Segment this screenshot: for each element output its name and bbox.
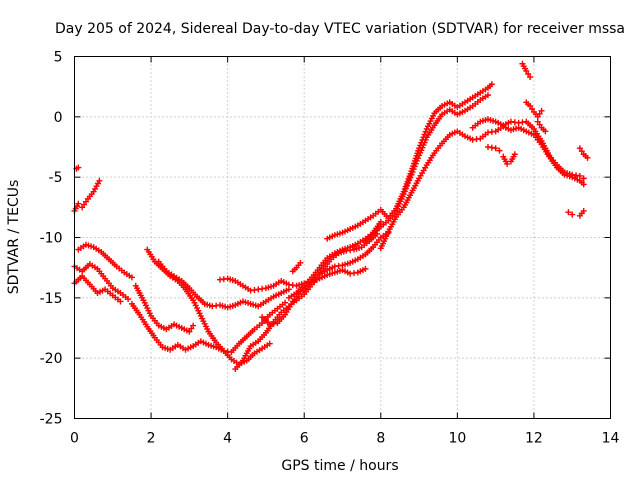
data-point xyxy=(525,70,532,77)
x-tick-label: 2 xyxy=(147,431,156,447)
data-point xyxy=(565,209,572,216)
data-point xyxy=(401,188,408,195)
data-point xyxy=(297,259,304,266)
series-track-22 xyxy=(519,60,534,81)
y-tick-label: -25 xyxy=(40,412,63,428)
series-track-5 xyxy=(75,241,135,281)
plot-frame xyxy=(74,56,611,419)
data-point xyxy=(580,207,587,214)
data-point xyxy=(404,182,411,189)
x-tick-label: 8 xyxy=(376,431,385,447)
series-track-12 xyxy=(232,229,392,373)
data-point xyxy=(422,128,429,135)
data-point xyxy=(523,67,530,74)
series-track-26 xyxy=(565,209,576,218)
series-track-23 xyxy=(523,99,545,120)
data-point xyxy=(536,121,543,128)
series-track-17 xyxy=(362,92,491,245)
data-point xyxy=(488,81,495,88)
series-track-7 xyxy=(132,282,197,335)
x-axis-label: GPS time / hours xyxy=(281,458,398,474)
data-point xyxy=(125,296,132,303)
series-track-6 xyxy=(71,273,124,305)
data-point xyxy=(362,265,369,272)
series-track-14 xyxy=(285,218,384,301)
data-point xyxy=(492,145,499,152)
data-point xyxy=(504,160,511,167)
data-point xyxy=(128,274,135,281)
x-tick-label: 4 xyxy=(223,431,232,447)
y-tick-label: -10 xyxy=(40,231,63,247)
x-tick-label: 6 xyxy=(300,431,309,447)
chart-title: Day 205 of 2024, Sidereal Day-to-day VTE… xyxy=(55,21,625,37)
data-point xyxy=(527,102,534,109)
data-point xyxy=(511,151,518,158)
data-point xyxy=(576,172,583,179)
points-layer xyxy=(71,60,591,373)
data-point xyxy=(402,185,409,192)
series-track-1 xyxy=(71,200,82,214)
data-point xyxy=(536,110,543,117)
data-point xyxy=(117,298,124,305)
series-track-18 xyxy=(377,123,587,252)
data-point xyxy=(484,92,491,99)
data-point xyxy=(282,299,289,306)
data-point xyxy=(406,177,413,184)
x-tick-label: 12 xyxy=(525,431,543,447)
data-point xyxy=(75,164,82,171)
series-track-15 xyxy=(289,259,304,275)
series-track-16 xyxy=(324,81,495,242)
tick-layer: 0 2 4 6 8 10 12 14 -25 -20 -15 -10 -5 0 5 xyxy=(40,50,620,447)
data-point xyxy=(266,340,273,347)
data-point xyxy=(413,157,420,164)
series-track-27 xyxy=(576,207,587,219)
data-point xyxy=(410,166,417,173)
series-track-19 xyxy=(469,116,587,182)
data-point xyxy=(75,200,82,207)
x-tick-label: 14 xyxy=(602,431,620,447)
data-point xyxy=(188,325,195,332)
data-point xyxy=(412,160,419,167)
data-point xyxy=(542,128,549,135)
series-track-10 xyxy=(155,258,292,311)
data-point xyxy=(527,74,534,81)
data-point xyxy=(578,148,585,155)
series-track-21 xyxy=(500,151,518,167)
data-point xyxy=(496,147,503,154)
data-point xyxy=(409,168,416,175)
data-point xyxy=(411,163,418,170)
data-point xyxy=(400,191,407,198)
series-track-8 xyxy=(128,300,273,368)
data-point xyxy=(538,107,545,114)
data-point xyxy=(576,145,583,152)
data-point xyxy=(534,118,541,125)
data-point xyxy=(580,181,587,188)
data-point xyxy=(405,180,412,187)
data-point xyxy=(569,211,576,218)
x-tick-label: 0 xyxy=(70,431,79,447)
y-tick-label: -15 xyxy=(40,291,63,307)
data-point xyxy=(407,174,414,181)
y-tick-label: 0 xyxy=(54,110,63,126)
data-point xyxy=(190,322,197,329)
series-track-20 xyxy=(484,144,503,154)
data-point xyxy=(408,171,415,178)
y-tick-label: 5 xyxy=(54,50,63,66)
data-point xyxy=(186,328,193,335)
data-point xyxy=(584,154,591,161)
data-point xyxy=(529,105,536,112)
y-axis-label: SDTVAR / TECUs xyxy=(6,180,22,295)
y-tick-label: -20 xyxy=(40,351,63,367)
series-track-4 xyxy=(71,261,132,303)
x-tick-label: 10 xyxy=(448,431,466,447)
series-track-24 xyxy=(534,118,549,135)
data-point xyxy=(580,175,587,182)
series-track-25 xyxy=(576,145,591,161)
grid-layer xyxy=(74,56,611,419)
data-point xyxy=(96,177,103,184)
data-point xyxy=(414,155,421,162)
series-track-3 xyxy=(79,177,103,211)
y-tick-label: -5 xyxy=(49,170,63,186)
